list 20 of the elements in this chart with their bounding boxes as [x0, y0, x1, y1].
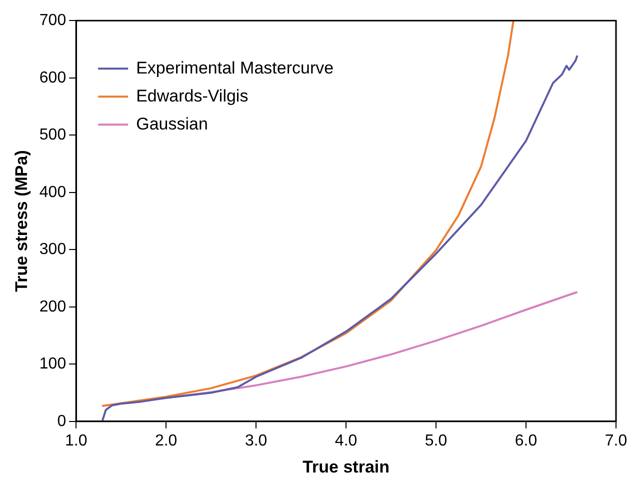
legend-label: Experimental Mastercurve: [136, 58, 334, 78]
y-tick-label: 0: [57, 412, 66, 430]
y-tick-label: 200: [39, 298, 66, 316]
x-tick-label: 3.0: [244, 432, 268, 450]
x-tick-label: 6.0: [514, 432, 538, 450]
x-tick-label: 1.0: [64, 432, 88, 450]
y-tick-label: 700: [39, 12, 66, 30]
x-tick-label: 2.0: [154, 432, 178, 450]
legend-label: Gaussian: [136, 114, 208, 134]
x-axis-title: True strain: [302, 457, 390, 476]
y-tick-label: 600: [39, 69, 66, 86]
x-tick-label: 7.0: [604, 432, 628, 450]
legend-label: Edwards-Vilgis: [136, 86, 248, 106]
y-tick-label: 500: [39, 126, 66, 144]
x-tick-label: 4.0: [334, 432, 358, 450]
y-axis-title: True stress (MPa): [12, 150, 31, 292]
x-tick-label: 5.0: [424, 432, 448, 450]
y-tick-label: 400: [39, 184, 66, 201]
y-tick-label: 300: [39, 241, 66, 258]
y-tick-label: 100: [39, 356, 66, 373]
